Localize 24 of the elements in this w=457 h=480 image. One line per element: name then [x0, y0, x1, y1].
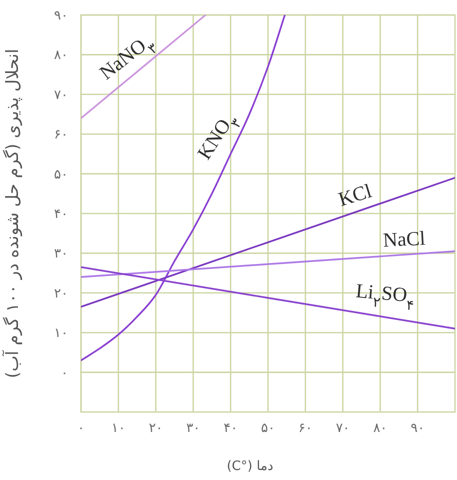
y-tick-label: ۳۰: [54, 246, 68, 262]
x-tick-label: ۲۰: [148, 421, 163, 436]
series-label: NaCl: [382, 228, 426, 252]
x-tick-label: ۸۰: [373, 421, 388, 436]
y-tick-label: ۱۰: [54, 326, 68, 342]
x-tick-label: ۱۰: [111, 421, 126, 436]
x-tick-label: ۶۰: [298, 421, 312, 436]
y-tick-label: ۴۰: [54, 207, 68, 222]
x-tick-label: ۰: [78, 421, 84, 436]
y-tick-label: ۷۰: [54, 88, 68, 103]
y-axis-title: انحلال پذیری (گرم حل شونده در ۱۰۰ گرم آب): [3, 48, 23, 378]
y-tick-label: ۰: [61, 366, 68, 381]
x-axis-title: دما (°C): [226, 459, 274, 474]
y-tick-label: ۸۰: [54, 48, 68, 64]
y-tick-label: ۹۰: [54, 8, 68, 24]
y-tick-label: ۵۰: [54, 167, 68, 182]
x-tick-label: ۳۰: [186, 421, 200, 436]
x-tick-label: ۴۰: [224, 421, 238, 436]
y-tick-label: ۶۰: [54, 128, 68, 143]
series-label: KCl: [336, 180, 374, 212]
x-tick-label: ۷۰: [336, 421, 350, 436]
x-tick-label: ۵۰: [261, 421, 275, 436]
y-tick-label: ۲۰: [54, 286, 68, 302]
x-tick-label: ۹۰: [410, 421, 425, 436]
